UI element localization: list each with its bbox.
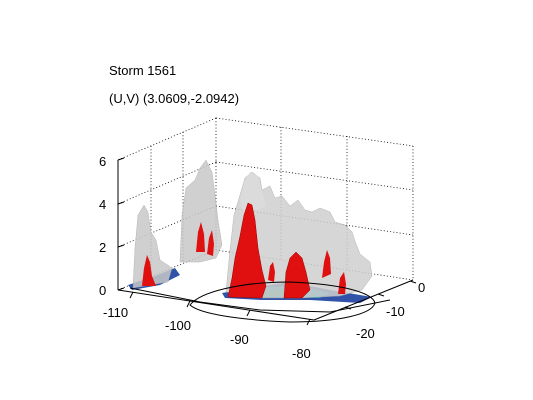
red-core-right-1 xyxy=(283,251,311,299)
ground-track xyxy=(129,281,391,323)
red-core-main xyxy=(227,202,267,299)
x-tick-neg80 xyxy=(306,318,311,326)
red-core-right-3 xyxy=(338,272,346,294)
y-tick-neg10 xyxy=(377,293,385,297)
z-tick-label-4: 4 xyxy=(99,197,106,212)
x-tick-neg90 xyxy=(246,309,251,317)
y-axis xyxy=(313,279,414,321)
x-tick-label-neg80: -80 xyxy=(292,346,311,361)
axes xyxy=(117,157,417,326)
grid-z4-right xyxy=(215,161,414,191)
z-tick-2 xyxy=(117,244,125,248)
grid-back-top-right xyxy=(215,117,414,147)
y-tick-label-neg10: -10 xyxy=(386,304,405,319)
red-core-left xyxy=(142,255,156,286)
gray-tower-upper xyxy=(240,172,266,212)
z-tick-0 xyxy=(117,287,125,291)
red-core-mid-left-1 xyxy=(196,222,205,252)
title-line-1: Storm 1561 xyxy=(109,63,176,78)
gray-tower-left xyxy=(132,204,173,289)
x-axis xyxy=(117,289,315,321)
z-tick-label-6: 6 xyxy=(99,154,106,169)
z-tick-label-0: 0 xyxy=(99,283,106,298)
x-tick-label-neg90: -90 xyxy=(230,332,249,347)
ground-track-line xyxy=(129,287,391,313)
x-tick-neg100 xyxy=(186,300,191,308)
y-tick-0 xyxy=(409,280,417,284)
z-tick-6 xyxy=(117,157,125,161)
grid-back-top-left xyxy=(117,117,217,161)
title-line-2: (U,V) (3.0609,-2.0942) xyxy=(109,91,239,106)
red-core-mid-left-2 xyxy=(207,230,214,256)
x-tick-neg110 xyxy=(129,291,134,299)
x-tick-label-neg100: -100 xyxy=(165,318,191,333)
y-tick-neg20 xyxy=(344,306,352,310)
isosurface-group xyxy=(128,159,373,303)
y-tick-label-0: 0 xyxy=(418,280,425,295)
z-tick-4 xyxy=(117,201,125,205)
tick-labels: 0 2 4 6 -110 -100 -90 -80 -20 -10 0 xyxy=(99,154,425,361)
red-core-small xyxy=(268,262,275,282)
y-tick-label-neg20: -20 xyxy=(356,326,375,341)
x-tick-label-neg110: -110 xyxy=(103,305,128,320)
z-tick-label-2: 2 xyxy=(99,240,106,255)
red-core-right-2 xyxy=(322,250,331,278)
